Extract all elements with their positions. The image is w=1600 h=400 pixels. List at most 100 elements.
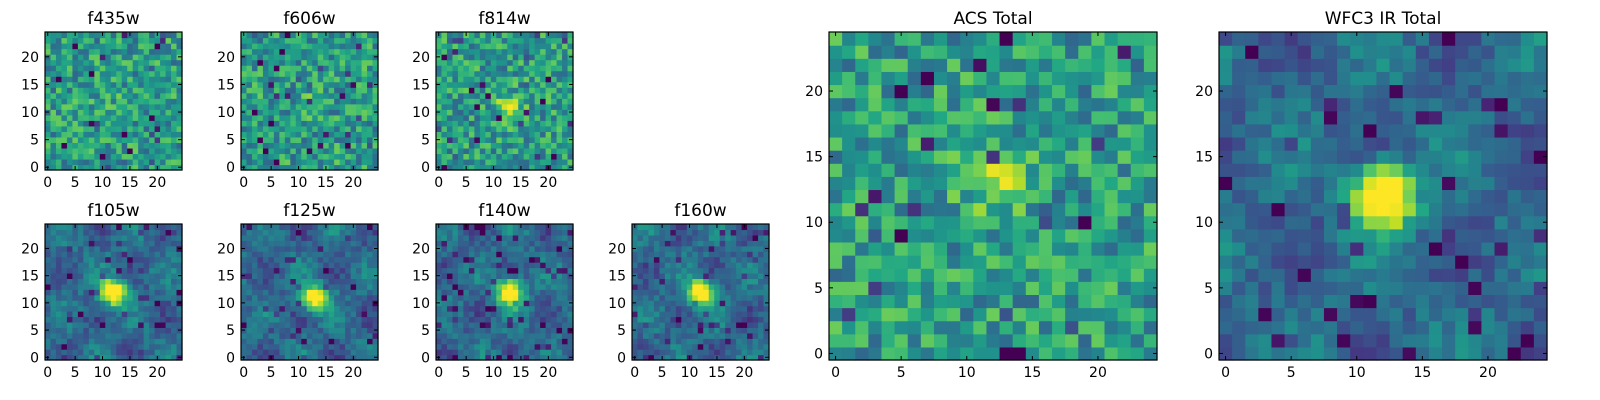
heatmap-cell: [72, 272, 79, 279]
heatmap-cell: [317, 76, 324, 83]
heatmap-cell: [110, 327, 117, 334]
heatmap-cell: [356, 92, 363, 99]
heatmap-cell: [512, 234, 519, 241]
heatmap-cell: [372, 338, 379, 345]
heatmap-cell: [692, 316, 699, 323]
heatmap-cell: [730, 349, 737, 356]
heatmap-cell: [1078, 241, 1092, 256]
heatmap-cell: [127, 147, 134, 155]
heatmap-cell: [675, 224, 682, 231]
heatmap-cell: [66, 98, 73, 105]
heatmap-cell: [474, 103, 481, 110]
heatmap-cell: [485, 321, 492, 328]
heatmap-cell: [372, 114, 379, 121]
heatmap-cell: [441, 251, 448, 258]
heatmap-cell: [50, 343, 57, 350]
heatmap-cell: [551, 267, 558, 274]
heatmap-cell: [648, 267, 655, 274]
heatmap-cell: [290, 278, 297, 285]
heatmap-cell: [686, 289, 693, 296]
heatmap-cell: [361, 300, 368, 307]
heatmap-cell: [496, 92, 503, 99]
heatmap-cell: [251, 289, 259, 296]
heatmap-cell: [361, 136, 368, 143]
heatmap-cell: [534, 32, 541, 39]
heatmap-cell: [973, 241, 988, 256]
heatmap-cell: [132, 81, 139, 88]
heatmap-cell: [474, 114, 481, 121]
heatmap-cell: [507, 294, 514, 301]
heatmap-cell: [681, 240, 688, 247]
heatmap-cell: [99, 327, 106, 334]
heatmap-cell: [490, 59, 497, 66]
heatmap-cell: [312, 289, 319, 296]
heatmap-cell: [154, 283, 161, 290]
heatmap-cell: [367, 131, 374, 138]
heatmap-cell: [441, 300, 448, 307]
heatmap-cell: [251, 147, 259, 155]
heatmap-cell: [72, 142, 79, 149]
heatmap-cell: [567, 321, 574, 328]
heatmap-cell: [708, 224, 715, 231]
heatmap-cell: [534, 321, 541, 328]
heatmap-cell: [88, 70, 95, 77]
heatmap-cell: [116, 349, 123, 356]
heatmap-cell: [501, 37, 508, 44]
heatmap-cell: [752, 267, 759, 274]
heatmap-cell: [55, 81, 63, 88]
heatmap-cell: [116, 59, 123, 66]
heatmap-cell: [920, 215, 935, 230]
heatmap-cell: [290, 256, 297, 263]
heatmap-cell: [741, 245, 748, 252]
heatmap-cell: [72, 125, 79, 132]
heatmap-cell: [312, 305, 319, 312]
heatmap-cell: [356, 120, 363, 127]
heatmap-cell: [295, 316, 302, 323]
heatmap-cell: [763, 289, 770, 296]
heatmap-cell: [99, 294, 106, 301]
x-tick-label: 5: [71, 175, 80, 191]
heatmap-cell: [246, 272, 253, 279]
heatmap-cell: [686, 278, 693, 285]
heatmap-cell: [88, 43, 95, 50]
heatmap-cell: [328, 109, 335, 116]
heatmap-cell: [441, 234, 448, 241]
heatmap-cell: [763, 262, 770, 269]
heatmap-cell: [436, 120, 443, 127]
heatmap-cell: [855, 189, 869, 204]
heatmap-cell: [463, 283, 470, 290]
heatmap-cell: [290, 294, 297, 301]
heatmap-cell: [149, 131, 156, 138]
heatmap-cell: [725, 327, 732, 334]
heatmap-cell: [328, 136, 335, 143]
heatmap-cell: [507, 48, 514, 55]
heatmap-cell: [758, 321, 765, 328]
heatmap-cell: [670, 224, 677, 231]
heatmap-cell: [512, 251, 519, 258]
heatmap-cell: [323, 142, 330, 149]
heatmap-cell: [72, 278, 79, 285]
heatmap-cell: [479, 65, 486, 72]
heatmap-cell: [479, 114, 486, 121]
heatmap-cell: [284, 54, 291, 61]
heatmap-cell: [567, 37, 574, 44]
heatmap-cell: [149, 283, 156, 290]
heatmap-cell: [301, 142, 308, 149]
heatmap-cell: [1143, 346, 1158, 361]
heatmap-cell: [165, 272, 172, 279]
heatmap-cell: [372, 305, 379, 312]
heatmap-cell: [556, 321, 563, 328]
heatmap-cell: [540, 32, 547, 39]
heatmap-cell: [50, 136, 57, 143]
heatmap-cell: [545, 37, 552, 44]
heatmap-cell: [138, 229, 145, 236]
heatmap-cell: [149, 256, 156, 263]
heatmap-cell: [77, 48, 84, 55]
heatmap-cell: [1012, 163, 1027, 177]
heatmap-cell: [356, 278, 363, 285]
heatmap-cell: [907, 307, 922, 322]
heatmap-cell: [328, 262, 335, 269]
heatmap-cell: [567, 349, 574, 356]
heatmap-cell: [551, 43, 558, 50]
